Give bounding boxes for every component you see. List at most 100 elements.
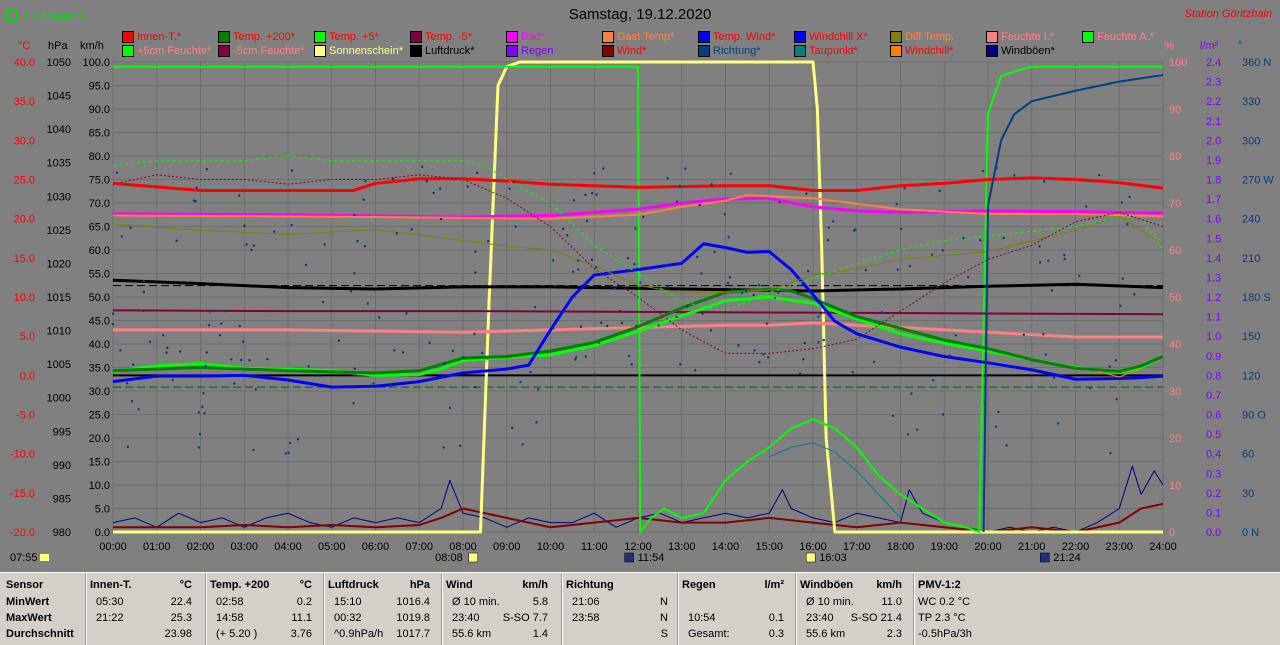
legend-swatch[interactable]	[1082, 31, 1094, 43]
kmh-axis-label: 55.0	[89, 269, 110, 281]
direction-dot	[201, 405, 204, 409]
cell-time: 21:06	[572, 596, 600, 608]
rain-axis-label: 1.0	[1206, 331, 1221, 343]
legend-item[interactable]: Temp. +200*	[218, 31, 314, 43]
x-tick-label: 14:00	[712, 541, 740, 553]
legend-swatch[interactable]	[794, 31, 806, 43]
direction-dot	[486, 239, 490, 243]
legend-swatch[interactable]	[698, 31, 710, 43]
legend-item[interactable]: Feuchte A.*	[1082, 31, 1178, 43]
rain-axis-label: 1.9	[1206, 155, 1221, 167]
legend-item[interactable]: Gast Temp*	[602, 31, 698, 43]
legend-swatch[interactable]	[602, 31, 614, 43]
direction-dot	[1038, 245, 1041, 248]
direction-dot	[378, 316, 381, 319]
column-header: Regen	[682, 579, 716, 591]
legend-item[interactable]: Sonnenschein*	[314, 45, 410, 57]
legend-swatch[interactable]	[506, 45, 518, 57]
legend-item[interactable]: Temp. Wind*	[698, 31, 794, 43]
direction-dot	[425, 179, 428, 183]
hpa-axis-label: 1050	[47, 57, 71, 69]
legend-item[interactable]: -5cm Feuchte*	[218, 45, 314, 57]
legend-item[interactable]: Luftdruck*	[410, 45, 506, 57]
series-feuchte-a	[113, 65, 1163, 533]
cell-value: 0.3	[768, 628, 784, 640]
direction-dot	[410, 228, 413, 231]
direction-dot	[439, 217, 443, 221]
legend-label: Wind*	[617, 45, 647, 57]
direction-dot	[798, 372, 802, 375]
humidity-axis-label: 20	[1169, 433, 1181, 445]
legend-item[interactable]: Regen	[506, 45, 602, 57]
legend-item[interactable]: Feuchte I.*	[986, 31, 1082, 43]
legend-swatch[interactable]	[122, 45, 134, 57]
direction-dot	[1128, 195, 1131, 199]
legend-swatch[interactable]	[410, 31, 422, 43]
legend-item[interactable]: Windchill*	[890, 45, 986, 57]
legend-swatch[interactable]	[698, 45, 710, 57]
legend-item[interactable]: +5cm Feuchte*	[122, 45, 218, 57]
legend-swatch[interactable]	[986, 31, 998, 43]
month-average-toggle[interactable]: -1.4 Monat-Ø	[6, 10, 85, 23]
legend-swatch[interactable]	[794, 45, 806, 57]
legend-item[interactable]: Temp. -5*	[410, 31, 506, 43]
legend-swatch[interactable]	[410, 45, 422, 57]
checkbox-icon[interactable]	[6, 10, 17, 21]
legend-swatch[interactable]	[890, 31, 902, 43]
legend-swatch[interactable]	[122, 31, 134, 43]
legend-label: Sonnenschein*	[329, 45, 404, 57]
legend-item[interactable]: Windböen*	[986, 45, 1082, 57]
direction-dot	[896, 268, 899, 271]
legend-item[interactable]: Temp. +5*	[314, 31, 410, 43]
temp-axis-label: -10.0	[10, 449, 35, 461]
legend-swatch[interactable]	[890, 45, 902, 57]
direction-axis-label: 360 N	[1242, 57, 1271, 69]
direction-dot	[817, 341, 820, 344]
legend-swatch[interactable]	[506, 31, 518, 43]
direction-dot	[466, 185, 469, 188]
direction-dot	[254, 388, 258, 391]
x-tick-label: 05:00	[318, 541, 346, 553]
legend-swatch[interactable]	[602, 45, 614, 57]
direction-dot	[1063, 257, 1066, 261]
cell-time: 55.6 km	[806, 628, 846, 640]
kmh-axis-label: 75.0	[89, 175, 110, 187]
direction-dot	[626, 256, 630, 260]
direction-dot	[574, 358, 577, 361]
direction-dot	[805, 192, 808, 195]
legend-label: Windböen*	[1001, 45, 1055, 57]
legend-item[interactable]: Richtung*	[698, 45, 794, 57]
x-tick-label: 09:00	[493, 541, 521, 553]
column-unit: km/h	[876, 579, 902, 591]
legend-swatch[interactable]	[314, 31, 326, 43]
direction-dot	[1022, 333, 1026, 336]
rain-axis-label: 2.1	[1206, 116, 1221, 128]
cell-value: S-SO 21.4	[850, 612, 902, 624]
cell-value: -0.5hPa/3h	[918, 628, 972, 640]
direction-dot	[321, 300, 325, 304]
legend-item[interactable]: Taupunkt*	[794, 45, 890, 57]
series-taupunkt	[769, 442, 901, 519]
humidity-axis-label: 90	[1169, 104, 1181, 116]
legend-item[interactable]: Bad*	[506, 31, 602, 43]
direction-dot	[363, 244, 367, 248]
kmh-axis-label: 35.0	[89, 363, 110, 375]
direction-dot	[513, 180, 516, 184]
direction-dot	[941, 249, 944, 252]
direction-dot	[571, 270, 575, 273]
legend-swatch[interactable]	[218, 31, 230, 43]
legend-label: Luftdruck*	[425, 45, 475, 57]
legend-swatch[interactable]	[218, 45, 230, 57]
rain-axis-label: 0.2	[1206, 488, 1221, 500]
legend-swatch[interactable]	[986, 45, 998, 57]
humidity-axis-label: 40	[1169, 339, 1181, 351]
legend-item[interactable]: Innen-T.*	[122, 31, 218, 43]
legend-item[interactable]: Windchill X*	[794, 31, 890, 43]
legend-item[interactable]: Wind*	[602, 45, 698, 57]
direction-dot	[395, 232, 399, 235]
direction-dot	[233, 382, 236, 385]
direction-dot	[243, 224, 246, 228]
x-tick-label: 07:00	[405, 541, 433, 553]
legend-item[interactable]: Diff Temp.	[890, 31, 986, 43]
legend-swatch[interactable]	[314, 45, 326, 57]
